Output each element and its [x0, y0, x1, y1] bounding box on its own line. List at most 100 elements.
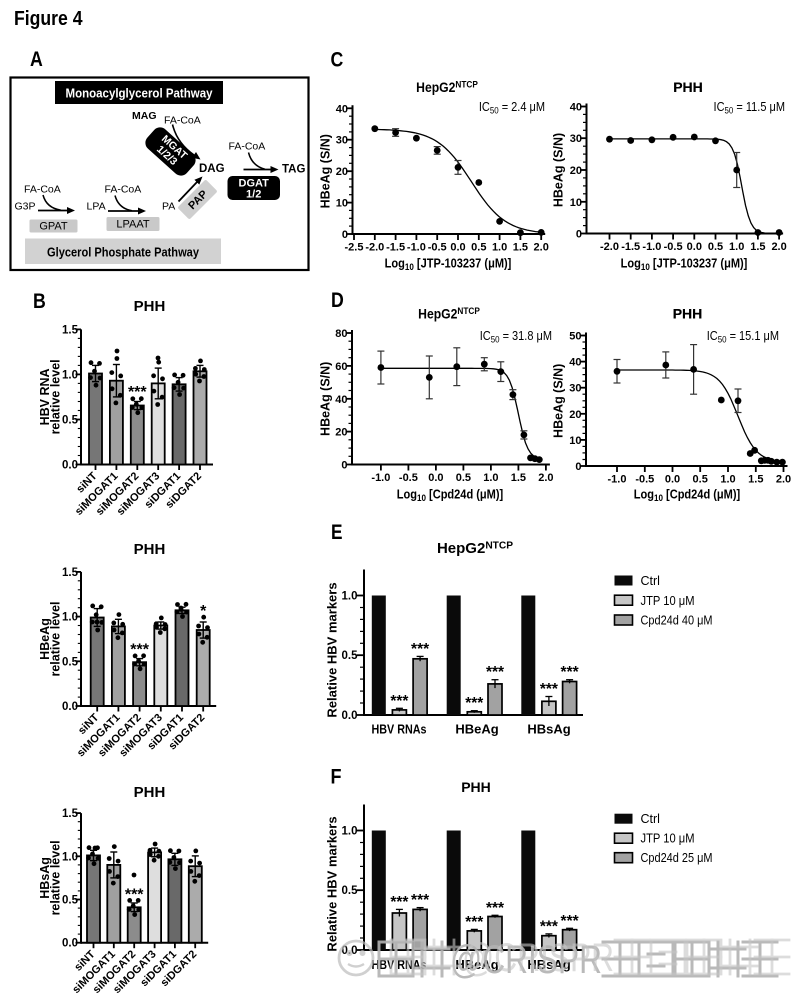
svg-text:***: *** [465, 914, 484, 931]
svg-text:Cpd24d 40 μM: Cpd24d 40 μM [641, 614, 713, 628]
svg-text:F: F [331, 766, 342, 789]
svg-text:1.0: 1.0 [720, 474, 735, 486]
svg-text:Figure 4: Figure 4 [14, 8, 83, 30]
svg-text:0.5: 0.5 [456, 472, 471, 484]
svg-text:HBsAg: HBsAg [38, 857, 52, 899]
svg-text:-2.5: -2.5 [345, 242, 364, 254]
svg-text:0.5: 0.5 [708, 241, 723, 253]
svg-text:1.5: 1.5 [511, 472, 526, 484]
svg-text:60: 60 [335, 361, 347, 373]
svg-text:30: 30 [569, 383, 581, 395]
svg-text:0.0: 0.0 [62, 460, 78, 472]
svg-text:FA-CoA: FA-CoA [164, 115, 201, 127]
svg-text:LPAAT: LPAAT [116, 219, 149, 231]
svg-text:80: 80 [335, 328, 347, 340]
svg-text:Log10 [JTP-103237 (μM)]: Log10 [JTP-103237 (μM)] [385, 256, 512, 273]
svg-text:G3P: G3P [15, 201, 36, 213]
svg-text:HBeAg: HBeAg [455, 957, 498, 972]
svg-text:***: *** [486, 664, 505, 681]
svg-text:HBeAg (S/N): HBeAg (S/N) [319, 362, 333, 436]
svg-text:0.0: 0.0 [450, 242, 465, 254]
svg-text:-0.5: -0.5 [664, 241, 683, 253]
svg-text:***: *** [465, 695, 484, 712]
svg-text:*: * [200, 603, 207, 620]
svg-text:TAG: TAG [282, 164, 305, 176]
svg-text:***: *** [561, 913, 580, 930]
svg-text:***: *** [486, 900, 505, 917]
svg-text:20: 20 [335, 427, 347, 439]
svg-text:FA-CoA: FA-CoA [105, 184, 142, 196]
svg-text:Log10 [Cpd24d (μM)]: Log10 [Cpd24d (μM)] [634, 487, 740, 504]
svg-text:C: C [331, 49, 344, 72]
svg-text:PHH: PHH [134, 298, 166, 315]
svg-text:1.0: 1.0 [62, 612, 78, 624]
svg-text:***: *** [561, 664, 580, 681]
svg-text:-0.5: -0.5 [428, 242, 447, 254]
svg-text:@CRISPR: @CRISPR [450, 938, 602, 982]
svg-text:HBeAg (S/N): HBeAg (S/N) [319, 134, 333, 208]
svg-text:-1.5: -1.5 [386, 242, 405, 254]
svg-text:1.0: 1.0 [62, 369, 78, 381]
svg-text:***: *** [130, 642, 149, 659]
svg-text:-0.5: -0.5 [635, 474, 654, 486]
svg-text:2.0: 2.0 [776, 474, 791, 486]
svg-text:1.0: 1.0 [492, 242, 507, 254]
svg-text:HBeAg (S/N): HBeAg (S/N) [552, 133, 566, 207]
svg-text:Ctrl: Ctrl [641, 812, 660, 826]
svg-text:PHH: PHH [673, 306, 703, 322]
svg-text:Monoacylglycerol Pathway: Monoacylglycerol Pathway [66, 86, 214, 101]
svg-text:DAG: DAG [199, 163, 225, 175]
svg-text:IC50 = 11.5 μM: IC50 = 11.5 μM [714, 100, 785, 115]
svg-text:0: 0 [342, 229, 348, 241]
svg-text:A: A [30, 48, 43, 71]
svg-text:***: *** [128, 384, 147, 401]
svg-text:D: D [331, 289, 344, 312]
svg-text:10: 10 [570, 197, 582, 209]
svg-text:20: 20 [569, 409, 581, 421]
svg-text:***: *** [540, 918, 559, 935]
svg-text:***: *** [411, 892, 430, 909]
svg-text:JTP 10 μM: JTP 10 μM [641, 594, 695, 608]
svg-text:10: 10 [569, 435, 581, 447]
svg-text:40: 40 [570, 102, 582, 114]
svg-text:0.0: 0.0 [665, 474, 680, 486]
svg-text:IC50 = 31.8 μM: IC50 = 31.8 μM [480, 329, 552, 344]
svg-text:Relative HBV markers: Relative HBV markers [325, 816, 340, 951]
svg-text:HBeAg: HBeAg [38, 618, 52, 660]
svg-text:B: B [33, 290, 46, 313]
svg-text:-1.5: -1.5 [621, 241, 640, 253]
svg-text:20: 20 [570, 165, 582, 177]
svg-text:FA-CoA: FA-CoA [24, 184, 61, 196]
svg-text:0.0: 0.0 [428, 472, 443, 484]
svg-text:Glycerol Phosphate Pathway: Glycerol Phosphate Pathway [47, 245, 200, 260]
svg-text:JTP 10 μM: JTP 10 μM [641, 832, 695, 846]
svg-text:40: 40 [335, 394, 347, 406]
svg-text:PHH: PHH [673, 79, 703, 95]
svg-text:1.0: 1.0 [483, 472, 498, 484]
svg-text:-2.0: -2.0 [600, 241, 619, 253]
svg-text:0.5: 0.5 [342, 885, 359, 897]
svg-text:***: *** [411, 641, 430, 658]
svg-text:-1.0: -1.0 [608, 474, 627, 486]
svg-text:50: 50 [569, 331, 581, 343]
svg-text:0.5: 0.5 [471, 242, 486, 254]
svg-text:40: 40 [569, 357, 581, 369]
svg-text:1.5: 1.5 [62, 324, 79, 336]
svg-text:0.5: 0.5 [693, 474, 708, 486]
svg-text:IC50 = 15.1 μM: IC50 = 15.1 μM [707, 329, 779, 344]
svg-text:HBV RNAs: HBV RNAs [372, 722, 427, 737]
svg-text:1.0: 1.0 [342, 591, 358, 603]
svg-text:1.5: 1.5 [513, 242, 528, 254]
svg-text:DGAT: DGAT [239, 178, 270, 190]
svg-text:1.0: 1.0 [62, 851, 78, 863]
svg-text:@CRISPR: @CRISPR [462, 936, 614, 980]
svg-text:20: 20 [336, 166, 348, 178]
svg-text:PHH: PHH [673, 79, 703, 95]
svg-text:relative level: relative level [49, 601, 63, 676]
svg-text:PHH: PHH [673, 306, 703, 322]
svg-text:0: 0 [576, 229, 582, 241]
svg-text:Log10 [Cpd24d (μM)]: Log10 [Cpd24d (μM)] [397, 487, 503, 504]
svg-text:HBeAg (S/N): HBeAg (S/N) [552, 364, 566, 438]
svg-text:-1.0: -1.0 [407, 242, 426, 254]
svg-text:1.5: 1.5 [748, 474, 763, 486]
